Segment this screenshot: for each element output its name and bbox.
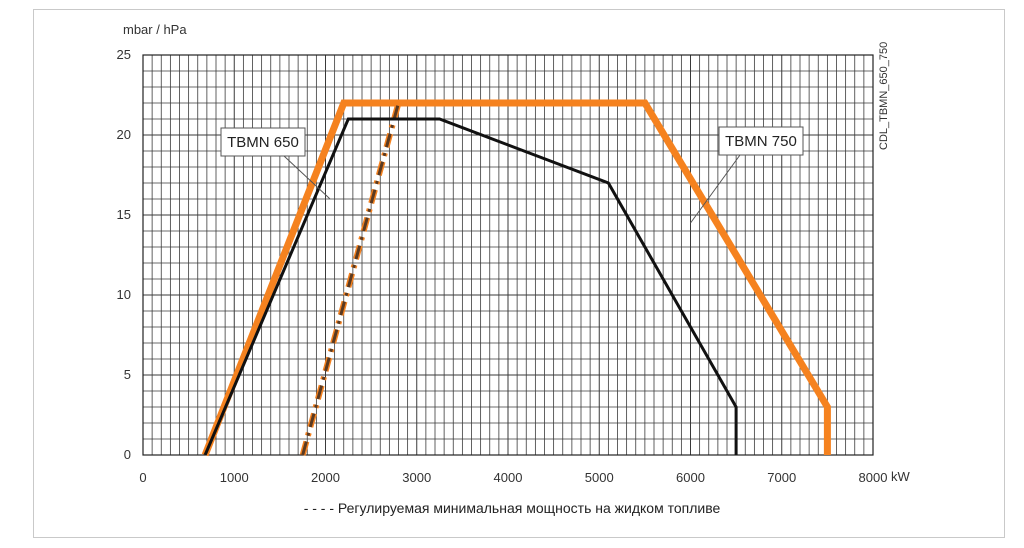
annotation-label: TBMN 650 xyxy=(220,127,306,157)
annotation-box xyxy=(718,126,804,156)
plot-border xyxy=(142,54,874,456)
x-tick-label: 8000 xyxy=(859,470,888,485)
series-line-dashdot xyxy=(301,102,400,456)
y-tick-label: 5 xyxy=(124,367,131,382)
y-tick-label: 15 xyxy=(117,207,131,222)
x-tick-label: 4000 xyxy=(494,470,523,485)
annotation-text: TBMN 650 xyxy=(227,134,299,151)
x-axis-unit-label: kW xyxy=(891,469,911,484)
y-axis-unit-label: mbar / hPa xyxy=(123,22,187,37)
footnote: - - - - Регулируемая минимальная мощност… xyxy=(303,500,721,516)
y-tick-label: 25 xyxy=(117,47,131,62)
x-tick-label: 2000 xyxy=(311,470,340,485)
annotation-box xyxy=(220,127,306,157)
x-tick-label: 3000 xyxy=(402,470,431,485)
series-line-tbmn-650 xyxy=(203,117,738,456)
x-tick-label: 0 xyxy=(139,470,146,485)
x-tick-label: 7000 xyxy=(767,470,796,485)
tick-labels: 0 1000 2000 3000 4000 5000 6000 7000 8000 0 5 10 15 2… xyxy=(117,47,888,485)
grid xyxy=(142,54,874,456)
x-tick-label: 5000 xyxy=(585,470,614,485)
series-lines xyxy=(201,99,831,457)
y-tick-label: 20 xyxy=(117,127,131,142)
side-code-label: CDL_TBMN_650_750 xyxy=(878,42,890,150)
axes xyxy=(142,54,874,456)
y-tick-label: 0 xyxy=(124,447,131,462)
x-tick-label: 6000 xyxy=(676,470,705,485)
annotations: TBMN 650 TBMN 750 xyxy=(220,126,804,224)
series-line-tbmn-750 xyxy=(201,99,831,457)
chart-frame xyxy=(33,9,1005,538)
annotation-pointer xyxy=(283,155,331,200)
annotation-text: TBMN 750 xyxy=(725,133,797,150)
x-tick-label: 1000 xyxy=(220,470,249,485)
annotation-pointer xyxy=(690,154,741,224)
y-tick-label: 10 xyxy=(117,287,131,302)
annotation-label: TBMN 750 xyxy=(718,126,804,156)
